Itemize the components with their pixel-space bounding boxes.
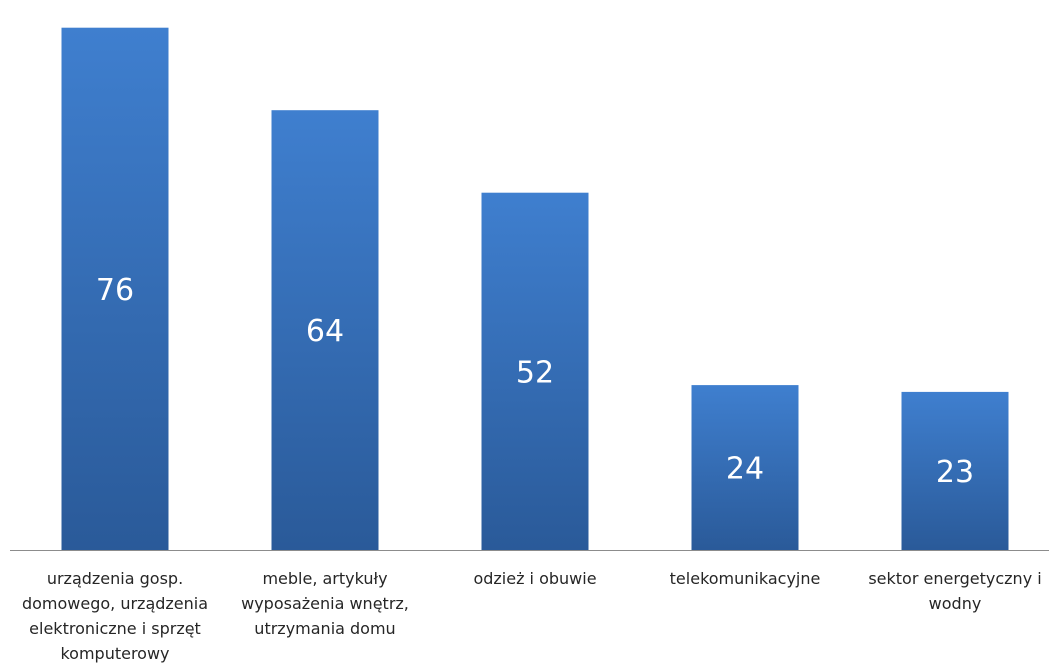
- bar-value-label-4: 24: [726, 452, 764, 487]
- bar-5: [901, 391, 1009, 550]
- category-label-3: odzież i obuwie: [473, 569, 597, 588]
- bar-value-label-2: 64: [306, 314, 344, 349]
- bar-4: [691, 385, 799, 550]
- bars-group: [61, 27, 1009, 550]
- bar-value-label-3: 52: [516, 355, 554, 390]
- category-label-2: meble, artykuły wyposażenia wnętrz, utrz…: [241, 569, 409, 638]
- bar-value-label-1: 76: [96, 273, 134, 308]
- bar-1: [61, 27, 169, 550]
- plot-area: 76 64 52 24 23: [10, 27, 1049, 551]
- bar-3: [481, 192, 589, 550]
- value-labels-group: 76 64 52 24 23: [96, 273, 974, 490]
- bar-value-label-5: 23: [936, 455, 974, 490]
- bar-2: [271, 110, 379, 550]
- category-label-4: telekomunikacyjne: [669, 569, 821, 588]
- category-label-1: urządzenia gosp. domowego, urządzenia el…: [21, 569, 209, 663]
- category-label-5: sektor energetyczny i wodny: [868, 569, 1042, 613]
